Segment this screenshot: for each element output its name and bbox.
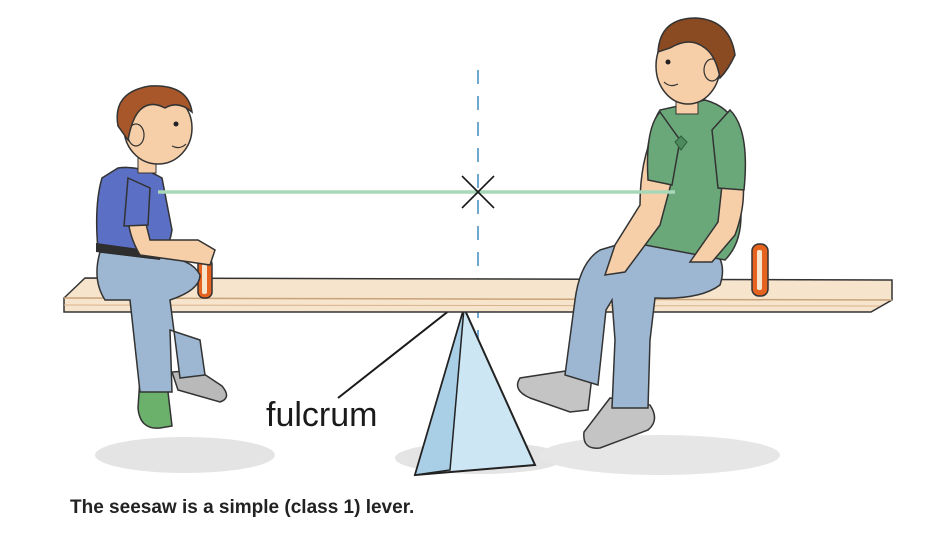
left-ground-shadow [95,437,275,473]
left-boy [95,85,228,429]
right-boy [516,17,747,449]
center-cross-marker [461,175,495,209]
fulcrum-label: fulcrum [266,396,378,434]
right-boy-shoe-back [516,369,593,413]
fulcrum-pointer-line [337,305,456,399]
right-ground-shadow [540,435,780,475]
diagram-caption: The seesaw is a simple (class 1) lever. [70,497,415,518]
fulcrum-triangle [413,305,537,477]
right-handle [751,243,769,297]
left-boy-hair [116,85,194,142]
right-boy-hair [657,17,736,80]
right-boy-shoe-front [583,397,656,449]
